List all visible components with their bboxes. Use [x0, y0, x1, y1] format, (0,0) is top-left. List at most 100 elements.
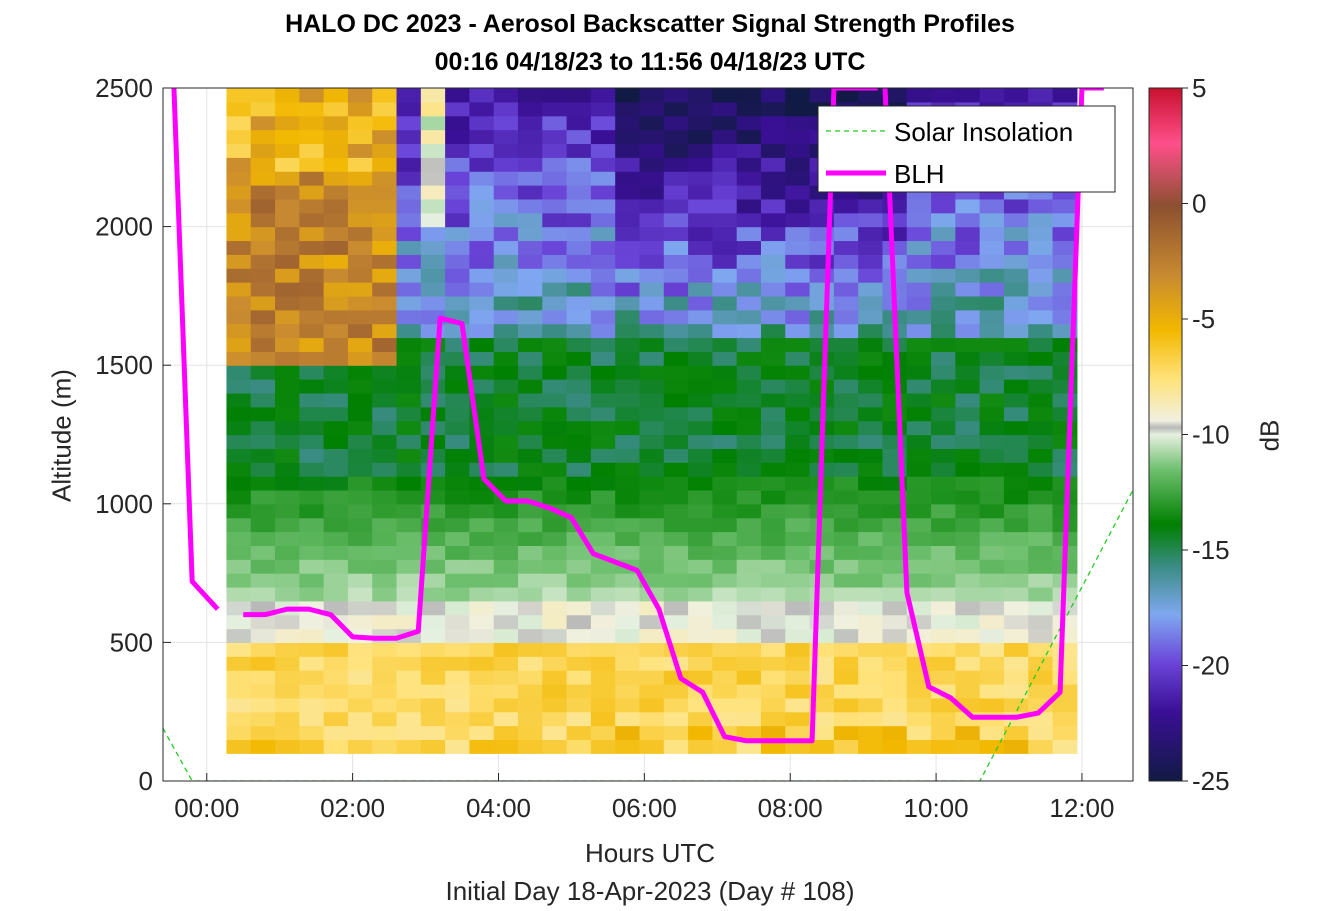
heatmap-cell [688, 600, 713, 616]
heatmap-cell [299, 157, 325, 172]
heatmap-cell [785, 406, 811, 422]
heatmap-cell [518, 586, 543, 602]
heatmap-cell [396, 143, 422, 158]
heatmap-cell [493, 545, 519, 560]
heatmap-cell [372, 365, 398, 380]
heatmap-cell [979, 337, 1005, 352]
heatmap-cell [493, 157, 519, 172]
heatmap-cell [785, 683, 811, 699]
heatmap-cell [688, 503, 713, 519]
heatmap-cell [518, 129, 543, 145]
heatmap-cell [882, 212, 908, 228]
heatmap-cell [396, 420, 422, 436]
heatmap-cell [615, 489, 641, 505]
heatmap-cell [323, 600, 349, 616]
heatmap-cell [882, 573, 908, 588]
heatmap-cell [688, 628, 713, 643]
heatmap-cell [493, 406, 519, 422]
heatmap-cell [736, 683, 762, 699]
heatmap-cell [226, 614, 252, 630]
heatmap-cell [979, 379, 1005, 394]
heatmap-cell [493, 600, 519, 616]
heatmap-cell [736, 365, 762, 380]
heatmap-cell [275, 420, 300, 436]
heatmap-cell [445, 226, 471, 242]
heatmap-cell [323, 115, 349, 131]
heatmap-cell [858, 323, 884, 339]
heatmap-cell [226, 240, 252, 255]
heatmap-cell [299, 517, 325, 533]
heatmap-cell [299, 143, 325, 158]
heatmap-cell [955, 670, 981, 685]
heatmap-cell [518, 739, 543, 754]
heatmap-cell [931, 614, 956, 630]
heatmap-cell [542, 683, 568, 699]
heatmap-cell [931, 711, 956, 727]
heatmap-cell [639, 739, 665, 754]
heatmap-cell [518, 351, 543, 366]
heatmap-cell [906, 489, 932, 505]
heatmap-cell [372, 489, 398, 505]
heatmap-cell [882, 711, 908, 727]
heatmap-cell [372, 559, 398, 574]
heatmap-cell [931, 489, 956, 505]
heatmap-cell [979, 309, 1005, 325]
heatmap-cell [469, 143, 495, 158]
heatmap-cell [299, 323, 325, 339]
heatmap-cell [518, 614, 543, 630]
heatmap-cell [736, 559, 762, 574]
heatmap-cell [590, 157, 616, 172]
heatmap-cell [493, 670, 519, 685]
heatmap-cell [712, 171, 738, 186]
heatmap-cell [542, 115, 568, 131]
heatmap-cell [469, 725, 495, 741]
heatmap-cell [420, 462, 446, 477]
heatmap-cell [250, 725, 276, 741]
heatmap-cell [858, 198, 884, 214]
heatmap-cell [372, 517, 398, 533]
heatmap-cell [542, 725, 568, 741]
heatmap-cell [760, 379, 786, 394]
heatmap-cell [931, 365, 956, 380]
heatmap-cell [299, 531, 325, 546]
heatmap-cell [299, 448, 325, 463]
heatmap-cell [396, 101, 422, 117]
heatmap-cell [615, 337, 641, 352]
heatmap-cell [785, 628, 811, 643]
heatmap-cell [226, 531, 252, 546]
heatmap-cell [275, 88, 300, 103]
heatmap-cell [420, 129, 446, 145]
heatmap-cell [712, 614, 738, 630]
heatmap-cell [323, 171, 349, 186]
heatmap-cell [323, 739, 349, 754]
heatmap-cell [712, 392, 738, 408]
heatmap-cell [858, 517, 884, 533]
heatmap-cell [396, 157, 422, 172]
heatmap-cell [931, 531, 956, 546]
heatmap-cell [785, 489, 811, 505]
heatmap-cell [688, 489, 713, 505]
heatmap-cell [785, 586, 811, 602]
heatmap-cell [420, 226, 446, 242]
heatmap-cell [299, 559, 325, 574]
heatmap-cell [663, 476, 689, 491]
heatmap-cell [518, 517, 543, 533]
heatmap-cell [1028, 226, 1054, 242]
heatmap-cell [590, 379, 616, 394]
heatmap-cell [906, 586, 932, 602]
heatmap-cell [712, 185, 738, 200]
heatmap-cell [736, 586, 762, 602]
heatmap-cell [469, 628, 495, 643]
heatmap-cell [809, 351, 835, 366]
heatmap-cell [542, 88, 568, 103]
heatmap-cell [469, 198, 495, 214]
heatmap-cell [445, 212, 471, 228]
heatmap-cell [858, 642, 884, 657]
heatmap-cell [493, 337, 519, 352]
heatmap-cell [979, 586, 1005, 602]
heatmap-cell [566, 614, 592, 630]
heatmap-cell [615, 282, 641, 297]
heatmap-cell [858, 379, 884, 394]
heatmap-cell [712, 115, 738, 131]
